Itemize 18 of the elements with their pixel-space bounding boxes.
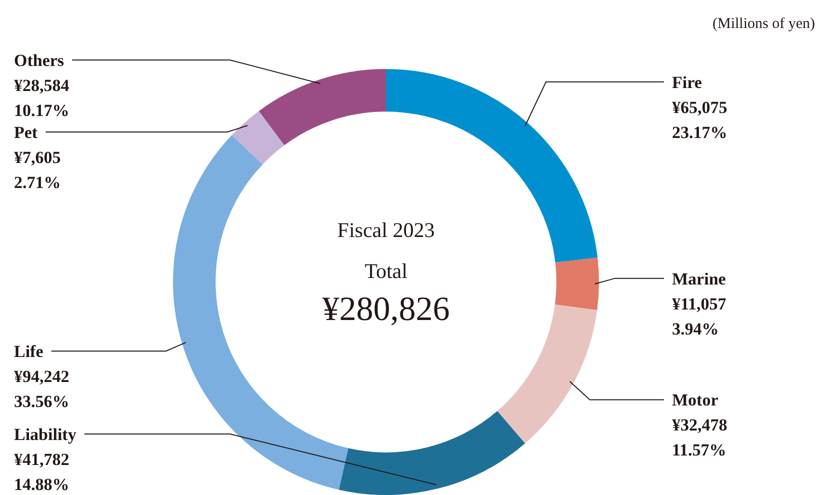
slice-label: Pet [14,123,38,142]
data-label: ¥41,782 14.88% [14,450,70,494]
slice-label: Liability [14,425,77,444]
slice-label: Fire [672,72,702,92]
data-label: ¥7,605 2.71% [14,148,61,192]
text: Fiscal 2023 [337,218,435,242]
data-label: ¥32,478 11.57% [672,416,728,460]
slice-label: Life [14,342,44,362]
data-label: ¥94,242 33.56% [14,367,70,412]
data-label: ¥11,057 3.94% [672,294,727,338]
slice-label: Others [14,51,64,70]
slice-label: Marine [672,269,726,288]
text: (Millions of yen) [712,16,815,32]
slice-label: Motor [672,390,719,410]
data-label: ¥65,075 23.17% [672,98,728,142]
text: Total [364,259,408,283]
text: ¥280,826 [322,291,450,328]
data-label: ¥28,584 10.17% [14,76,70,120]
